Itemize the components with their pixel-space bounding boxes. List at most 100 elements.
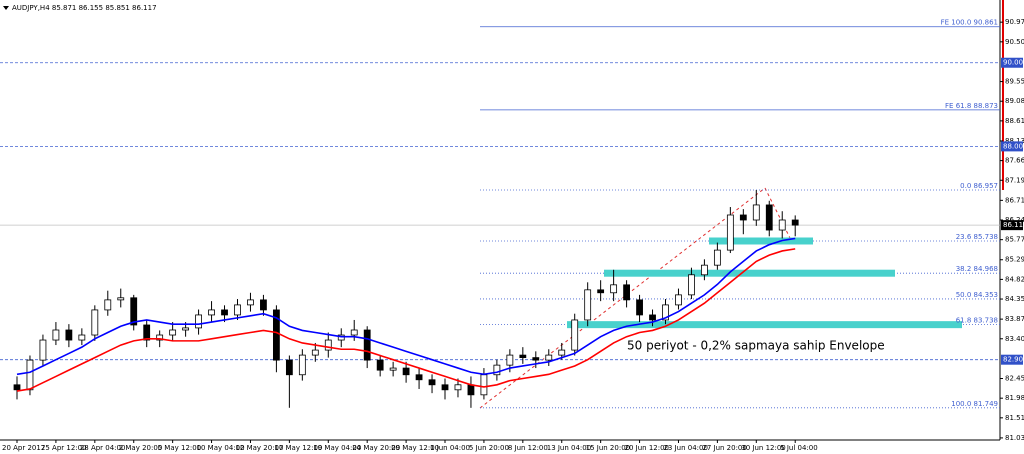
x-tick-label: 5 May 12:00 xyxy=(158,444,202,452)
y-tick-label: 81.510 xyxy=(1005,414,1024,422)
y-tick-label: 83.400 xyxy=(1005,335,1024,343)
x-tick-label: 10 May 04:00 xyxy=(197,444,245,452)
candle-body xyxy=(363,329,371,361)
candle-body xyxy=(662,304,669,321)
candle-body xyxy=(454,384,462,391)
x-tick-label: 15 Jun 20:00 xyxy=(586,444,630,452)
y-tick-label: 86.710 xyxy=(1005,196,1024,204)
candle-body xyxy=(324,339,332,351)
candle-body xyxy=(208,309,215,316)
fibo-label: 38.2 84.968 xyxy=(956,265,998,273)
x-tick-label: 25 Apr 12:00 xyxy=(41,444,87,452)
candle-body xyxy=(506,354,514,366)
menu-arrow xyxy=(3,6,9,10)
candle-body xyxy=(298,354,306,376)
fibo-label: 100.0 81.749 xyxy=(951,400,998,408)
candle-body xyxy=(441,384,449,391)
candle-body xyxy=(402,367,410,376)
candle-body xyxy=(545,354,553,361)
candle-body xyxy=(91,309,99,336)
candle-body xyxy=(337,334,345,341)
candle-body xyxy=(234,304,241,316)
candle-body xyxy=(39,339,47,361)
support-zone xyxy=(709,237,813,245)
candle-body xyxy=(726,214,734,251)
x-tick-label: 20 Jun 12:00 xyxy=(625,444,669,452)
y-tick-label: 85.290 xyxy=(1005,256,1024,264)
candle-body xyxy=(636,299,643,316)
envelope-line xyxy=(16,248,796,392)
y-tick-label: 87.190 xyxy=(1005,176,1024,184)
candle-body xyxy=(649,314,656,321)
candle-body xyxy=(195,314,202,329)
fibo-trend xyxy=(479,187,766,409)
fibo-label: 0.0 86.957 xyxy=(960,182,998,190)
level-box xyxy=(1001,354,1023,365)
x-tick-label: 27 Jun 20:00 xyxy=(702,444,746,452)
y-tick-label: 83.870 xyxy=(1005,315,1024,323)
candle-body xyxy=(389,367,397,371)
candle-body xyxy=(701,264,708,276)
candle-body xyxy=(713,249,721,266)
candle-body xyxy=(182,327,190,331)
candle-body xyxy=(791,219,799,226)
x-tick-label: 13 Jun 04:00 xyxy=(547,444,591,452)
support-zone xyxy=(604,269,895,277)
candle-body xyxy=(428,379,436,386)
x-tick-label: 1 Jun 04:00 xyxy=(430,444,470,452)
candle-body xyxy=(247,299,254,306)
level-box xyxy=(1001,141,1023,152)
x-tick-label: 24 May 20:00 xyxy=(352,444,400,452)
candle-body xyxy=(610,284,618,294)
y-tick-label: 81.030 xyxy=(1005,434,1024,442)
candle-body xyxy=(532,357,540,361)
fibo-label: 61.8 83.738 xyxy=(956,317,998,325)
support-zone xyxy=(567,321,962,329)
candle-body xyxy=(117,297,125,301)
candle-body xyxy=(221,309,228,316)
candle-body xyxy=(78,334,86,341)
y-tick-label: 82.450 xyxy=(1005,375,1024,383)
x-tick-label: 17 May 12:00 xyxy=(274,444,322,452)
candle-body xyxy=(778,219,786,231)
level-label: 90.000 xyxy=(1003,59,1024,67)
candle-body xyxy=(13,384,21,391)
candle-body xyxy=(765,204,773,231)
y-tick-label: 89.550 xyxy=(1005,78,1024,86)
candle-body xyxy=(493,364,501,376)
candle-body xyxy=(752,204,760,221)
y-tick-label: 88.130 xyxy=(1005,137,1024,145)
x-tick-label: 29 May 12:00 xyxy=(391,444,439,452)
y-tick-label: 85.770 xyxy=(1005,236,1024,244)
candle-body xyxy=(415,374,423,381)
chart-title: AUDJPY,H4 85.871 86.155 85.851 86.117 xyxy=(12,4,157,12)
y-tick-label: 89.080 xyxy=(1005,97,1024,105)
candle-body xyxy=(519,354,527,359)
y-tick-label: 88.610 xyxy=(1005,117,1024,125)
fibo-label: FE 100.0 90.861 xyxy=(941,19,998,27)
candle-body xyxy=(143,324,151,341)
x-tick-label: 5 Jul 04:00 xyxy=(780,444,818,452)
candle-body xyxy=(130,297,138,326)
y-tick-label: 86.240 xyxy=(1005,216,1024,224)
candle-body xyxy=(675,294,682,306)
envelope-line xyxy=(16,237,796,376)
candle-body xyxy=(597,289,605,294)
candle-body xyxy=(52,329,60,341)
level-box xyxy=(1001,57,1023,68)
candle-body xyxy=(739,214,747,221)
y-tick-label: 84.350 xyxy=(1005,295,1024,303)
x-tick-label: 20 Apr 2017 xyxy=(2,444,45,452)
x-tick-label: 23 Jun 04:00 xyxy=(663,444,707,452)
x-tick-label: 30 Jun 12:00 xyxy=(741,444,785,452)
candle-body xyxy=(350,329,358,336)
y-tick-label: 87.660 xyxy=(1005,157,1024,165)
candle-body xyxy=(169,329,177,336)
candle-body xyxy=(558,349,566,356)
candle-body xyxy=(285,359,293,376)
candle-body xyxy=(571,319,579,351)
x-tick-label: 8 Jun 12:00 xyxy=(508,444,548,452)
price-label: 86.117 xyxy=(1003,221,1024,229)
price-box xyxy=(1001,220,1023,231)
